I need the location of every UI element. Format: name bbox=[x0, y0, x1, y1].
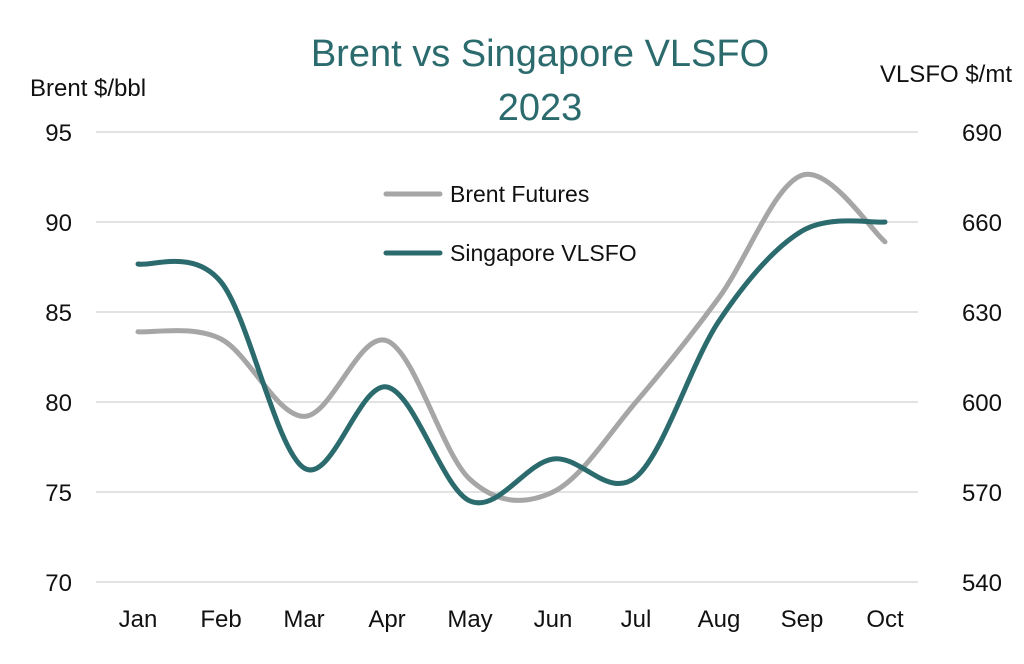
legend-label: Brent Futures bbox=[450, 181, 589, 207]
right-tick-label: 570 bbox=[962, 480, 1002, 507]
right-axis-ticks: 690 660 630 600 570 540 bbox=[962, 120, 1002, 597]
x-tick-label: Oct bbox=[866, 606, 904, 633]
legend-label: Singapore VLSFO bbox=[450, 240, 637, 266]
right-tick-label: 600 bbox=[962, 390, 1002, 417]
right-tick-label: 540 bbox=[962, 570, 1002, 597]
x-axis-ticks: Jan Feb Mar Apr May Jun Jul Aug Sep Oct bbox=[119, 606, 904, 633]
chart-title-line-2: 2023 bbox=[498, 87, 583, 129]
left-tick-label: 80 bbox=[45, 390, 72, 417]
series-line-brent-futures bbox=[135, 171, 888, 503]
legend: Brent Futures Singapore VLSFO bbox=[383, 181, 637, 266]
right-tick-label: 630 bbox=[962, 300, 1002, 327]
left-tick-label: 70 bbox=[45, 570, 72, 597]
left-tick-label: 95 bbox=[45, 120, 72, 147]
x-tick-label: Jun bbox=[534, 606, 573, 633]
x-tick-label: Jul bbox=[621, 606, 652, 633]
x-tick-label: Apr bbox=[368, 606, 405, 633]
left-tick-label: 75 bbox=[45, 480, 72, 507]
chart-title-line-1: Brent vs Singapore VLSFO bbox=[311, 33, 769, 75]
x-tick-label: Sep bbox=[781, 606, 824, 633]
right-tick-label: 660 bbox=[962, 210, 1002, 237]
series-line-singapore-vlsfo bbox=[135, 218, 888, 506]
left-axis-label: Brent $/bbl bbox=[30, 75, 146, 102]
right-axis-label: VLSFO $/mt bbox=[880, 61, 1012, 88]
left-axis-ticks: 95 90 85 80 75 70 bbox=[45, 120, 72, 597]
x-tick-label: Mar bbox=[283, 606, 324, 633]
x-tick-label: Feb bbox=[200, 606, 241, 633]
series-lines bbox=[135, 171, 888, 506]
left-tick-label: 85 bbox=[45, 300, 72, 327]
x-tick-label: Aug bbox=[698, 606, 741, 633]
left-tick-label: 90 bbox=[45, 210, 72, 237]
right-tick-label: 690 bbox=[962, 120, 1002, 147]
x-tick-label: May bbox=[447, 606, 492, 633]
x-tick-label: Jan bbox=[119, 606, 158, 633]
